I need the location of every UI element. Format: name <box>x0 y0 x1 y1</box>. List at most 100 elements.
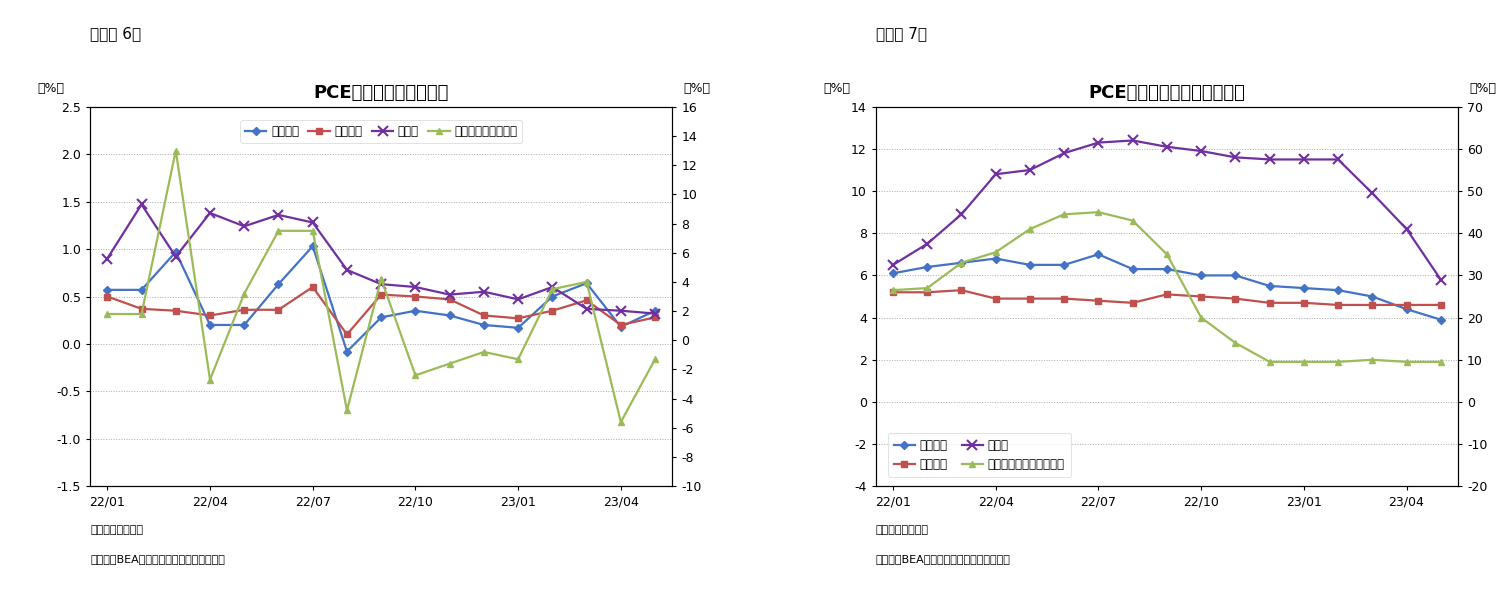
総合指数 <box>406 307 424 314</box>
総合指数 <box>884 270 902 277</box>
食料品 <box>1192 148 1210 155</box>
エネルギー関連（右軸） <box>1398 358 1416 365</box>
食料品 <box>1226 154 1244 161</box>
Text: （%）: （%） <box>824 82 851 95</box>
総合指数 <box>1432 316 1450 323</box>
食料品 <box>1398 225 1416 232</box>
エネルギー（右軸） <box>201 376 219 383</box>
Text: （注）季節調整済: （注）季節調整済 <box>876 525 929 535</box>
総合指数 <box>373 314 391 321</box>
食料品 <box>1363 190 1381 197</box>
コア指数 <box>1192 293 1210 300</box>
コア指数 <box>1226 295 1244 302</box>
エネルギー関連（右軸） <box>1192 314 1210 321</box>
コア指数 <box>986 295 1004 302</box>
食料品 <box>1261 156 1279 163</box>
Text: （図表 6）: （図表 6） <box>90 27 141 42</box>
総合指数 <box>1021 262 1039 269</box>
Line: 食料品: 食料品 <box>102 200 660 318</box>
Text: （資料）BEAよりニッセイ基礎研究所作成: （資料）BEAよりニッセイ基礎研究所作成 <box>90 554 225 565</box>
コア指数 <box>338 331 356 338</box>
エネルギー（右軸） <box>236 290 254 297</box>
食料品 <box>1124 137 1142 144</box>
総合指数 <box>1192 272 1210 279</box>
エネルギー関連（右軸） <box>986 248 1004 256</box>
総合指数 <box>577 280 595 287</box>
エネルギー関連（右軸） <box>1294 358 1312 365</box>
コア指数 <box>1329 301 1347 308</box>
エネルギー関連（右軸） <box>1329 358 1347 365</box>
食料品 <box>167 253 185 260</box>
エネルギー関連（右軸） <box>1090 209 1108 216</box>
エネルギー関連（右軸） <box>1261 358 1279 365</box>
総合指数 <box>612 323 630 330</box>
コア指数 <box>577 296 595 304</box>
総合指数 <box>304 243 322 250</box>
食料品 <box>953 211 971 218</box>
Line: コア指数: コア指数 <box>890 287 1444 308</box>
食料品 <box>338 266 356 273</box>
エネルギー（右軸） <box>612 419 630 426</box>
コア指数 <box>646 314 664 321</box>
Text: （%）: （%） <box>684 82 711 95</box>
コア指数 <box>1432 301 1450 308</box>
Title: PCE価格指数（前年同月比）: PCE価格指数（前年同月比） <box>1088 84 1246 103</box>
エネルギー関連（右軸） <box>1124 217 1142 224</box>
食料品 <box>1294 156 1312 163</box>
エネルギー関連（右軸） <box>918 285 936 292</box>
総合指数 <box>918 263 936 270</box>
コア指数 <box>1261 299 1279 307</box>
食料品 <box>1432 276 1450 283</box>
コア指数 <box>236 306 254 313</box>
Line: 総合指数: 総合指数 <box>104 243 658 355</box>
総合指数 <box>1124 266 1142 273</box>
総合指数 <box>1261 282 1279 289</box>
総合指数 <box>98 286 116 294</box>
総合指数 <box>1329 286 1347 294</box>
エネルギー（右軸） <box>373 275 391 282</box>
食料品 <box>510 296 528 303</box>
食料品 <box>236 223 254 230</box>
エネルギー（右軸） <box>510 356 528 363</box>
エネルギー（右軸） <box>406 372 424 379</box>
総合指数 <box>1157 266 1175 273</box>
エネルギー関連（右軸） <box>1157 251 1175 258</box>
コア指数 <box>201 312 219 319</box>
Line: エネルギー関連（右軸）: エネルギー関連（右軸） <box>890 209 1444 365</box>
エネルギー関連（右軸） <box>1226 339 1244 346</box>
総合指数 <box>544 293 562 300</box>
総合指数 <box>1090 251 1108 258</box>
食料品 <box>1329 156 1347 163</box>
コア指数 <box>884 289 902 296</box>
エネルギー（右軸） <box>440 360 458 367</box>
食料品 <box>406 283 424 291</box>
総合指数 <box>338 348 356 355</box>
Text: （注）季節調整済: （注）季節調整済 <box>90 525 143 535</box>
総合指数 <box>440 312 458 319</box>
エネルギー（右軸） <box>132 311 150 318</box>
食料品 <box>646 310 664 317</box>
コア指数 <box>1363 301 1381 308</box>
エネルギー関連（右軸） <box>1021 225 1039 232</box>
総合指数 <box>953 259 971 266</box>
コア指数 <box>132 305 150 313</box>
総合指数 <box>475 321 493 329</box>
コア指数 <box>475 312 493 319</box>
Line: コア指数: コア指数 <box>104 284 658 337</box>
食料品 <box>98 255 116 262</box>
コア指数 <box>167 307 185 314</box>
総合指数 <box>132 286 150 294</box>
エネルギー関連（右軸） <box>953 259 971 266</box>
食料品 <box>269 211 287 218</box>
食料品 <box>884 262 902 269</box>
食料品 <box>132 201 150 208</box>
食料品 <box>1090 139 1108 146</box>
コア指数 <box>440 296 458 303</box>
食料品 <box>612 307 630 314</box>
コア指数 <box>406 293 424 300</box>
エネルギー（右軸） <box>167 147 185 154</box>
総合指数 <box>201 321 219 329</box>
エネルギー（右軸） <box>338 407 356 414</box>
食料品 <box>475 288 493 295</box>
総合指数 <box>167 248 185 256</box>
